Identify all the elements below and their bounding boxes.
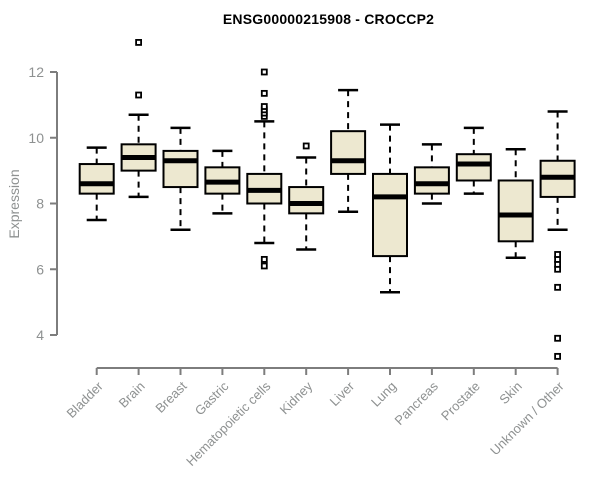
x-axis-category-label: Brain — [116, 379, 148, 411]
outlier-point — [554, 251, 561, 258]
x-axis-category-label: Prostate — [438, 379, 483, 424]
outlier-point — [260, 255, 268, 263]
outlier-point — [554, 283, 561, 291]
box-rect — [372, 172, 408, 258]
box-rect — [455, 153, 492, 182]
box-rect — [78, 163, 115, 195]
outlier-point — [135, 91, 143, 99]
outlier-point — [260, 89, 268, 97]
x-axis-category-label: Unknown / Other — [487, 378, 567, 458]
y-axis-tick-label: 10 — [28, 130, 44, 146]
x-axis-category-label: Lung — [368, 379, 399, 410]
outlier-point — [554, 334, 561, 342]
x-axis-category-label: Breast — [152, 378, 189, 415]
outlier-point — [260, 103, 268, 110]
outlier-point — [260, 262, 268, 270]
box-rect — [162, 149, 199, 189]
outlier-point — [260, 68, 268, 76]
box-rect — [330, 130, 367, 175]
y-axis-tick-label: 12 — [28, 64, 44, 80]
outlier-point — [302, 142, 310, 150]
x-axis-category-label: Skin — [496, 379, 524, 407]
x-axis-category-label: Liver — [327, 378, 358, 409]
y-axis-tick-label: 4 — [36, 327, 44, 343]
x-axis-category-label: Pancreas — [392, 378, 442, 428]
box-rect — [497, 179, 534, 243]
y-axis-tick-label: 8 — [36, 196, 44, 212]
outlier-point — [554, 352, 561, 360]
x-axis-category-label: Gastric — [192, 378, 232, 418]
x-axis-category-label: Kidney — [277, 378, 316, 417]
box-rect — [413, 166, 450, 195]
y-axis-tick-label: 6 — [36, 261, 44, 277]
outlier-point — [135, 39, 143, 46]
x-axis-category-label: Bladder — [64, 378, 107, 421]
chart-title: ENSG00000215908 - CROCCP2 — [222, 11, 435, 27]
box-rect — [288, 186, 325, 215]
